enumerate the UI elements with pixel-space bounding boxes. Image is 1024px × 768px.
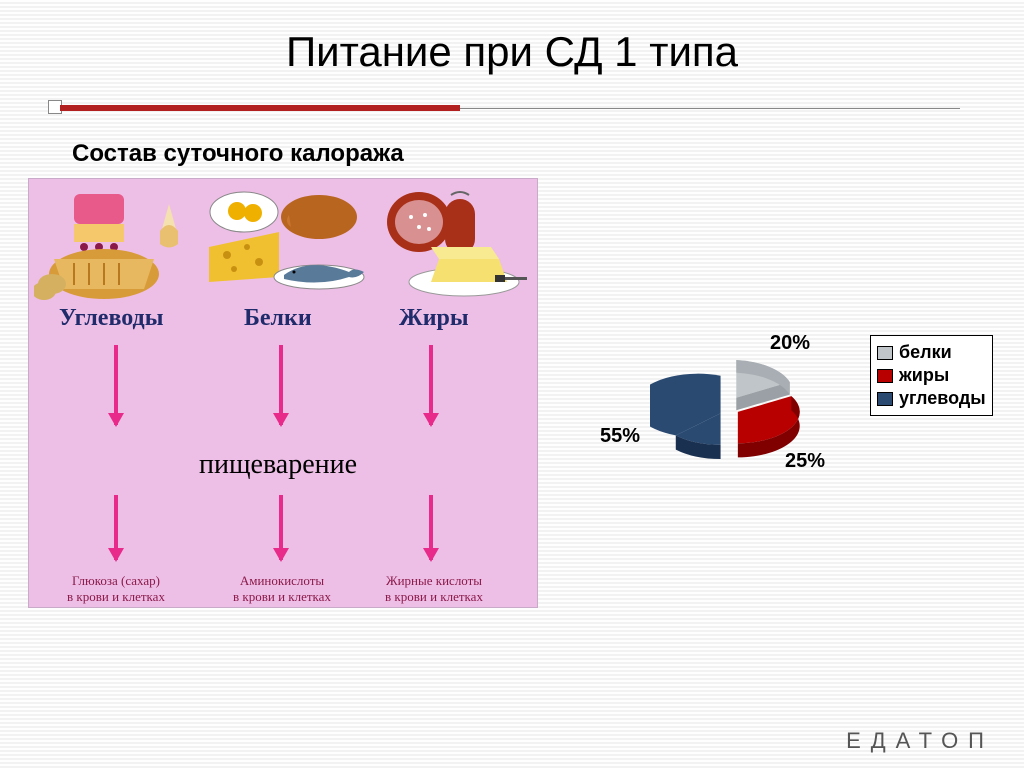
- legend-text: белки: [899, 342, 952, 363]
- pie-label-fats: 25%: [785, 450, 825, 473]
- divider-line: [460, 108, 960, 109]
- legend-item: жиры: [877, 365, 986, 386]
- result-line2: в крови и клетках: [385, 589, 483, 604]
- result-amino: Аминокислоты в крови и клетках: [207, 573, 357, 605]
- nutrition-diagram: Углеводы Белки Жиры пищеварение Глюкоза …: [28, 178, 538, 608]
- arrow-down-icon: [114, 495, 118, 560]
- result-glucose: Глюкоза (сахар) в крови и клетках: [41, 573, 191, 605]
- legend-text: углеводы: [899, 388, 986, 409]
- pie-label-proteins: 20%: [770, 332, 810, 355]
- result-line2: в крови и клетках: [233, 589, 331, 604]
- arrow-down-icon: [429, 345, 433, 425]
- arrow-down-icon: [429, 495, 433, 560]
- pie-chart: 20% 25% 55%: [600, 330, 860, 500]
- category-fats: Жиры: [399, 305, 469, 332]
- arrow-down-icon: [279, 345, 283, 425]
- result-line2: в крови и клетках: [67, 589, 165, 604]
- pie-legend: белки жиры углеводы: [870, 335, 993, 416]
- legend-swatch: [877, 392, 893, 406]
- food-illustrations: [29, 179, 537, 299]
- category-proteins: Белки: [244, 305, 312, 332]
- page-title: Питание при СД 1 типа: [0, 0, 1024, 76]
- legend-item: углеводы: [877, 388, 986, 409]
- arrow-down-icon: [279, 495, 283, 560]
- accent-bar: [60, 105, 460, 111]
- watermark: ЕДАТОП: [846, 728, 994, 754]
- subtitle: Состав суточного калоража: [72, 140, 404, 168]
- protein-food-icon: [199, 187, 369, 302]
- arrow-down-icon: [114, 345, 118, 425]
- carbs-food-icon: [34, 189, 199, 301]
- legend-item: белки: [877, 342, 986, 363]
- digestion-label: пищеварение: [199, 449, 357, 481]
- result-line1: Жирные кислоты: [386, 573, 482, 588]
- result-fatty: Жирные кислоты в крови и клетках: [359, 573, 509, 605]
- pie-label-carbs: 55%: [600, 425, 640, 448]
- legend-swatch: [877, 346, 893, 360]
- legend-swatch: [877, 369, 893, 383]
- fats-food-icon: [369, 187, 534, 302]
- category-carbs: Углеводы: [59, 305, 163, 332]
- result-line1: Глюкоза (сахар): [72, 573, 160, 588]
- result-line1: Аминокислоты: [240, 573, 324, 588]
- legend-text: жиры: [899, 365, 949, 386]
